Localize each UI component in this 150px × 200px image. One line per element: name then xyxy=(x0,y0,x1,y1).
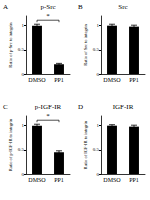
svg-text:IGF-IR: IGF-IR xyxy=(113,103,134,111)
svg-text:p-IGF-IR: p-IGF-IR xyxy=(35,103,62,111)
svg-text:0: 0 xyxy=(22,72,25,77)
svg-text:1: 1 xyxy=(22,23,25,28)
svg-text:D: D xyxy=(78,103,83,111)
svg-text:0: 0 xyxy=(97,172,100,177)
svg-text:0.5: 0.5 xyxy=(93,47,100,52)
svg-text:Ratio of p-Src to integrin: Ratio of p-Src to integrin xyxy=(8,22,13,68)
svg-text:Src: Src xyxy=(118,3,127,11)
svg-text:DMSO: DMSO xyxy=(103,77,121,83)
svg-text:0.5: 0.5 xyxy=(93,147,100,152)
svg-text:Ratio of IGF-IR to integrin: Ratio of IGF-IR to integrin xyxy=(83,120,88,169)
svg-text:Ratio of p-IGF-IR to integrin: Ratio of p-IGF-IR to integrin xyxy=(8,118,13,171)
svg-text:PP1: PP1 xyxy=(129,77,139,83)
svg-text:1: 1 xyxy=(22,123,25,128)
svg-text:C: C xyxy=(3,103,8,111)
svg-text:DMSO: DMSO xyxy=(28,177,46,183)
svg-text:DMSO: DMSO xyxy=(103,177,121,183)
svg-text:0: 0 xyxy=(22,172,25,177)
svg-text:PP1: PP1 xyxy=(54,177,64,183)
svg-text:PP1: PP1 xyxy=(54,77,64,83)
svg-text:1: 1 xyxy=(97,123,100,128)
svg-text:0.5: 0.5 xyxy=(18,47,25,52)
svg-text:p-Src: p-Src xyxy=(40,3,55,11)
svg-text:*: * xyxy=(46,112,50,120)
svg-text:Ratio of Src to integrin: Ratio of Src to integrin xyxy=(83,24,88,66)
svg-text:PP1: PP1 xyxy=(129,177,139,183)
svg-text:*: * xyxy=(46,12,50,20)
svg-text:0.5: 0.5 xyxy=(18,147,25,152)
svg-text:1: 1 xyxy=(97,23,100,28)
svg-text:B: B xyxy=(78,3,83,11)
svg-text:DMSO: DMSO xyxy=(28,77,46,83)
svg-text:0: 0 xyxy=(97,72,100,77)
svg-text:A: A xyxy=(3,3,8,11)
